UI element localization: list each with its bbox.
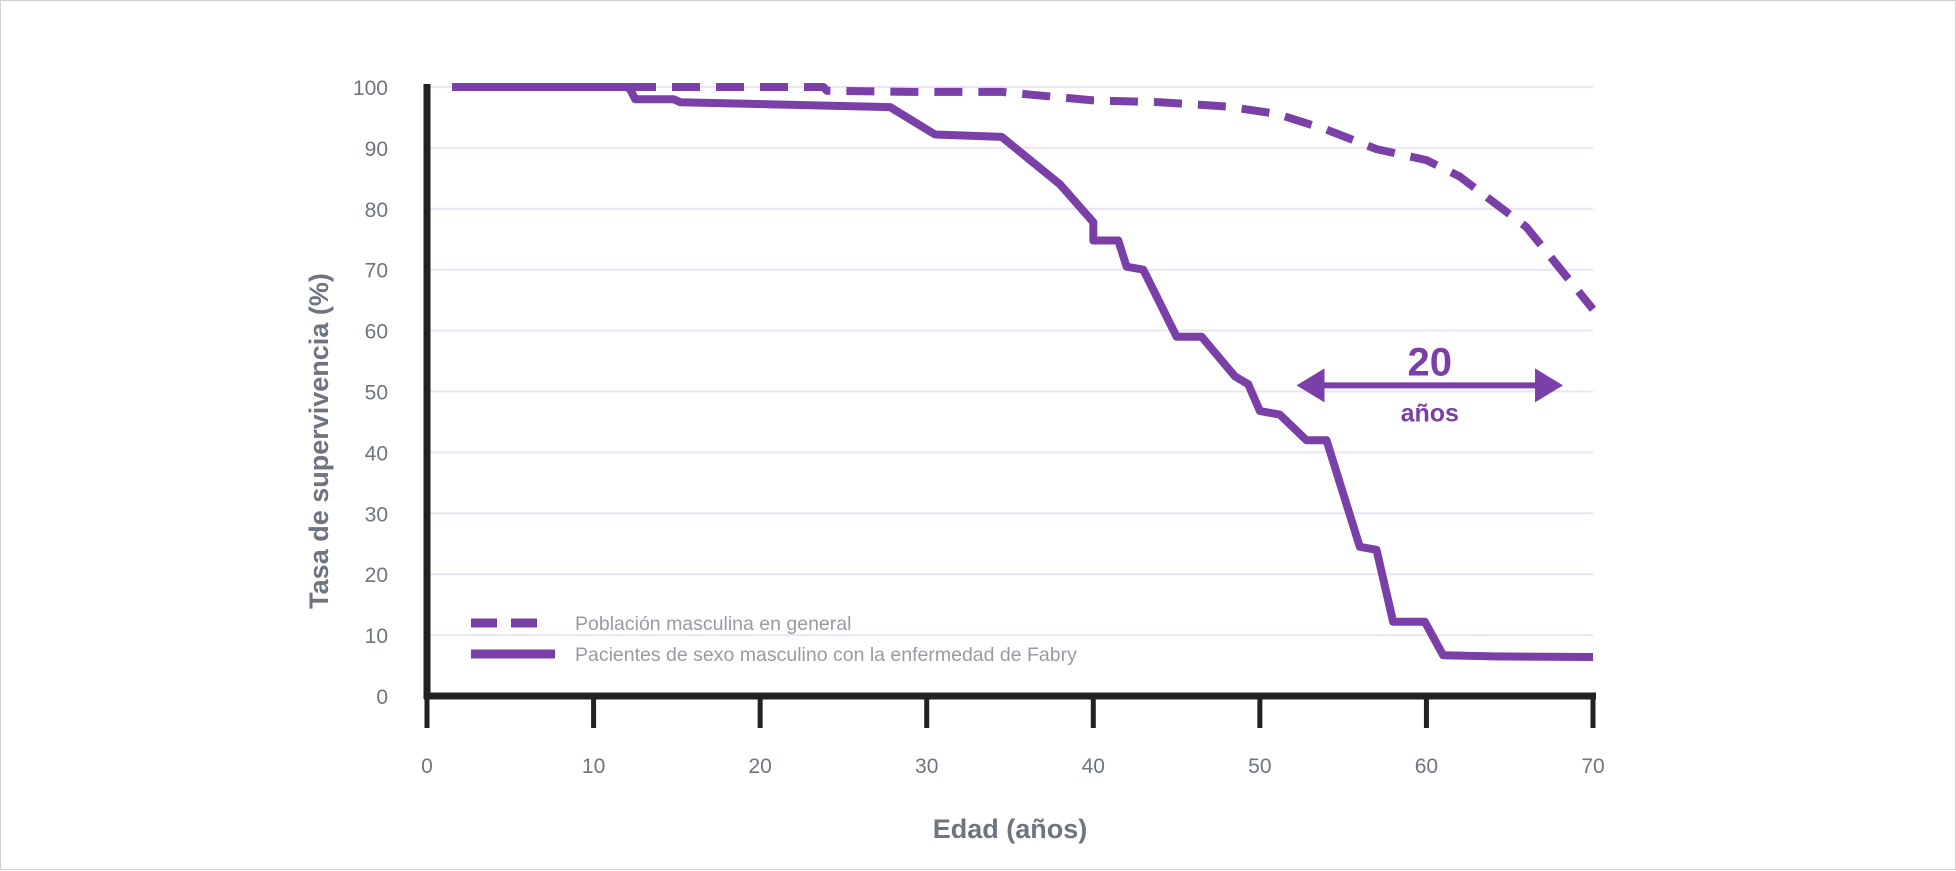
legend-label-general-population: Población masculina en general	[575, 613, 851, 635]
axes	[423, 84, 1596, 700]
legend-label-fabry-patients: Pacientes de sexo masculino con la enfer…	[575, 644, 1077, 666]
series-lines	[452, 83, 1597, 661]
legend: Población masculina en general Pacientes…	[471, 613, 1077, 666]
x-axis-title: Edad (años)	[933, 814, 1088, 844]
y-tick-label-100: 100	[353, 77, 388, 100]
x-tick-label-20: 20	[748, 755, 771, 778]
gap-years-unit: años	[1401, 399, 1459, 427]
y-tick-label-10: 10	[365, 625, 388, 648]
x-tick-label-70: 70	[1581, 755, 1604, 778]
y-tick-label-70: 70	[365, 260, 388, 283]
series-line-general-population	[452, 83, 1597, 312]
arrow-head-left-icon	[1296, 368, 1325, 403]
y-tick-label-0: 0	[376, 686, 388, 709]
x-tick-label-10: 10	[582, 755, 605, 778]
y-tick-label-80: 80	[365, 199, 388, 222]
x-tick-label-40: 40	[1082, 755, 1105, 778]
y-axis-title: Tasa de supervivencia (%)	[304, 273, 334, 609]
y-tick-label-40: 40	[365, 442, 388, 465]
series-line-fabry-patients	[452, 83, 1594, 661]
x-tick-label-0: 0	[421, 755, 433, 778]
tick-labels: 0 10 20 30 40 50 60 70 0 10 20 30 40 50 60 70 80 90 100	[353, 77, 1605, 778]
x-tick-label-30: 30	[915, 755, 938, 778]
gap-annotation: 20 años	[1296, 340, 1564, 427]
y-tick-label-50: 50	[365, 382, 388, 405]
y-tick-label-20: 20	[365, 564, 388, 587]
y-tick-label-30: 30	[365, 503, 388, 526]
x-tick-label-60: 60	[1415, 755, 1438, 778]
x-tick-label-50: 50	[1248, 755, 1271, 778]
y-tick-label-60: 60	[365, 321, 388, 344]
gap-years-value: 20	[1408, 340, 1453, 384]
arrow-head-right-icon	[1535, 368, 1564, 403]
y-tick-label-90: 90	[365, 138, 388, 161]
